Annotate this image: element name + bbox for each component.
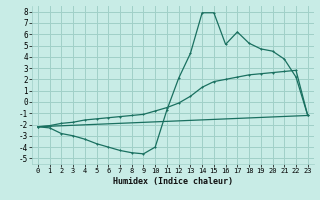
X-axis label: Humidex (Indice chaleur): Humidex (Indice chaleur) (113, 177, 233, 186)
